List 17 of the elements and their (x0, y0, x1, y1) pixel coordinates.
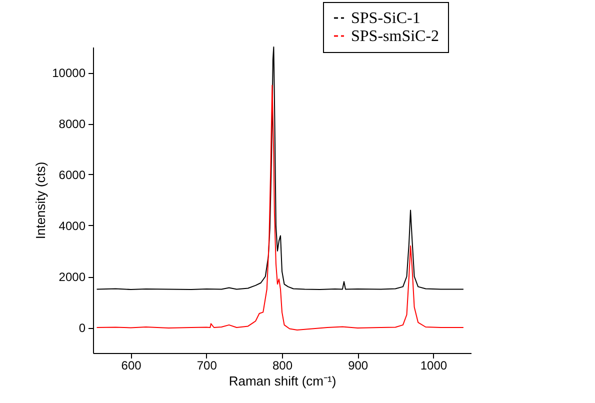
line-series (96, 84, 464, 331)
line-series (96, 46, 464, 290)
y-tick-label: 10000 (52, 66, 86, 80)
y-tick-label: 8000 (58, 117, 86, 131)
x-tick-label: 600 (121, 358, 142, 372)
x-tick-label: 900 (348, 358, 368, 372)
y-tick-label: 0 (78, 321, 86, 335)
y-axis-title: Intensity (cts) (33, 162, 48, 240)
y-tick-label: 2000 (58, 270, 86, 284)
x-axis-title: Raman shift (cm⁻¹) (228, 374, 336, 388)
x-tick-label: 800 (272, 358, 293, 372)
x-tick-label: 700 (196, 358, 218, 372)
y-tick-label: 4000 (58, 219, 86, 233)
x-tick-label: 1000 (420, 358, 448, 372)
legend-label: SPS-smSiC-2 (351, 28, 440, 45)
legend-label: SPS-SiC-1 (351, 10, 420, 27)
y-tick-label: 6000 (58, 168, 86, 182)
